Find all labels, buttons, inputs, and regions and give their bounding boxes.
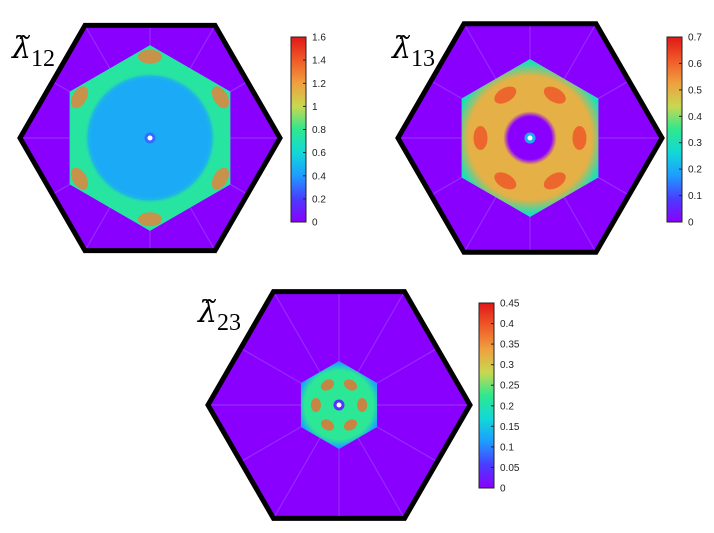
hotspot [572,126,587,150]
panel-lambda-23: λ̃23 0 0.05 0.1 0.15 0.2 0.25 0.3 0.35 0.4 0.45 [197,289,520,521]
hotspot [138,49,162,64]
hotspot [211,167,229,190]
colorbar-gradient [667,37,682,222]
panel-label-12: λ̃12 [11,31,55,72]
colorbar-23: 0 0.05 0.1 0.15 0.2 0.25 0.3 0.35 0.4 0.45 [478,299,520,495]
panel-lambda-12: λ̃12 0 0.2 0.4 0.6 0.8 1 1.2 1.4 1.6 [11,22,326,254]
hexagon-border [205,289,473,521]
colorbar-tick-label: 0.2 [312,194,326,205]
colorbar-tick-label: 0.15 [500,422,520,433]
hexagon-plot-13 [395,21,665,255]
colorbar-tick-label: 0.7 [688,33,702,44]
hotspot [320,419,335,431]
colorbar-tick-label: 0.4 [500,319,514,330]
center-dot [333,399,345,411]
colorbar-tick-label: 0.1 [500,442,514,453]
colorbar-tick-label: 0.3 [500,360,514,371]
hotspot [310,398,321,412]
hotspot [211,86,229,109]
panel-label-13: λ̃13 [391,31,435,72]
colorbar-tick-label: 0 [500,484,506,495]
hotspot [473,126,488,150]
center-dot [144,132,156,144]
hexagon-plot-23 [205,289,473,521]
colorbar-tick-label: 0 [688,218,694,229]
colorbar-tick-label: 0.6 [312,148,326,159]
hotspot [343,419,358,431]
colorbar-gradient [291,37,306,222]
hotspot [494,172,517,190]
colorbar-tick-label: 0.35 [500,340,520,351]
colorbar-tick-label: 0.25 [500,381,520,392]
colorbar-tick-label: 0.4 [688,112,702,123]
colorbar-tick-label: 0 [312,218,318,229]
colorbar-frame [666,36,683,223]
colorbar-gradient [479,303,494,488]
colorbar-tick-label: 1.2 [312,79,326,90]
panel-lambda-13: λ̃13 0 0.1 0.2 0.3 0.4 0.5 0.6 0.7 [391,21,702,255]
hexagon-border [395,21,665,255]
colorbar-tick-label: 0.1 [688,191,702,202]
colorbar-tick-label: 0.05 [500,463,520,474]
hotspot [357,398,368,412]
colorbar-tick-label: 0.2 [688,165,702,176]
colorbar-12: 0 0.2 0.4 0.6 0.8 1 1.2 1.4 1.6 [290,33,326,229]
colorbar-tick-label: 1 [312,102,318,113]
colorbar-tick-label: 0.5 [688,85,702,96]
panel-label-23: λ̃23 [197,295,241,336]
colorbar-tick-label: 0.45 [500,299,520,310]
hotspot [343,379,358,391]
hotspot [320,379,335,391]
colorbar-13: 0 0.1 0.2 0.3 0.4 0.5 0.6 0.7 [666,33,702,229]
colorbar-tick-label: 1.4 [312,56,326,67]
colorbar-tick-label: 1.6 [312,33,326,44]
colorbar-tick-label: 0.6 [688,59,702,70]
colorbar-tick-label: 0.3 [688,138,702,149]
colorbar-tick-label: 0.8 [312,125,326,136]
colorbar-frame [478,302,495,489]
center-dot [524,132,536,144]
hexagon-plot-12 [17,22,283,254]
hotspot [71,167,89,190]
hotspot [543,86,566,104]
colorbar-tick-label: 0.2 [500,401,514,412]
hotspot [71,86,89,109]
hexagon-border [17,22,283,254]
hotspot [543,172,566,190]
hotspot [138,212,162,227]
colorbar-tick-label: 0.4 [312,171,326,182]
hotspot [494,86,517,104]
